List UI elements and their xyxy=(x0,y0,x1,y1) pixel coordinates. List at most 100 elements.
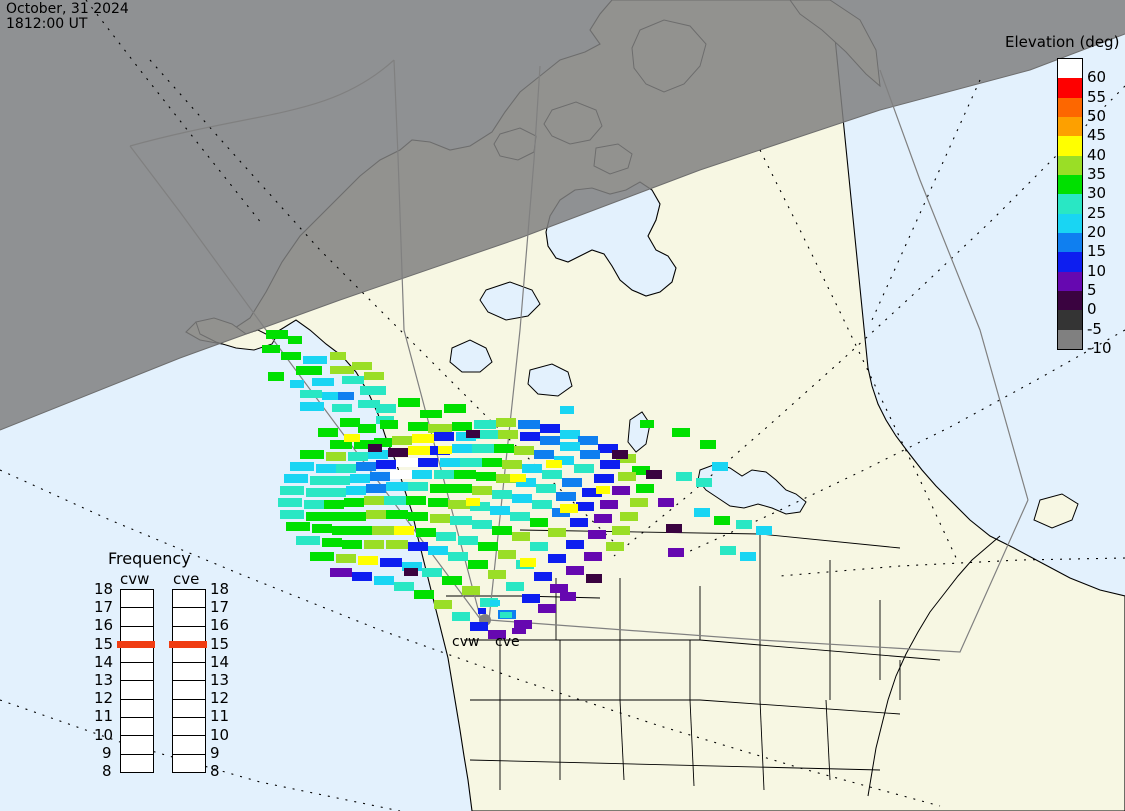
frequency-bar-cvw[interactable] xyxy=(120,589,154,773)
frequency-tick-label: 12 xyxy=(94,689,114,708)
colorbar-swatch xyxy=(1058,59,1082,79)
backscatter-cell xyxy=(470,622,488,631)
backscatter-cell xyxy=(322,392,340,400)
backscatter-cell xyxy=(352,362,372,370)
colorbar-tick: 5 xyxy=(1087,281,1097,299)
backscatter-cell xyxy=(286,522,310,531)
backscatter-cell xyxy=(756,526,772,535)
backscatter-cell xyxy=(482,458,502,467)
backscatter-cell xyxy=(330,476,350,485)
backscatter-cell xyxy=(338,392,354,400)
backscatter-cell xyxy=(296,536,320,545)
backscatter-cell xyxy=(562,478,582,487)
backscatter-cell xyxy=(422,568,442,577)
backscatter-cell xyxy=(494,444,514,453)
colorbar-swatch xyxy=(1058,271,1082,291)
backscatter-cell xyxy=(502,460,522,469)
backscatter-cell xyxy=(596,486,610,494)
backscatter-cell xyxy=(612,486,630,495)
backscatter-cell xyxy=(506,582,524,591)
backscatter-cell xyxy=(512,628,526,634)
backscatter-cell xyxy=(514,446,534,455)
backscatter-cell xyxy=(490,506,510,515)
backscatter-cell xyxy=(374,576,394,585)
backscatter-cell xyxy=(560,504,578,513)
backscatter-cell xyxy=(630,498,648,507)
backscatter-cell xyxy=(281,352,301,360)
backscatter-cell xyxy=(530,518,548,527)
backscatter-cell xyxy=(290,380,304,388)
datetime-header: October, 31 2024 1812:00 UT xyxy=(6,2,129,32)
colorbar-tick: 0 xyxy=(1087,300,1097,319)
frequency-tick-label: 14 xyxy=(94,652,114,671)
nova-scotia xyxy=(1033,493,1079,529)
backscatter-cell xyxy=(394,582,414,591)
colorbar-swatch xyxy=(1058,116,1082,137)
backscatter-cell xyxy=(376,404,396,413)
backscatter-cell xyxy=(408,422,428,431)
backscatter-cell xyxy=(496,474,516,483)
great-bear-lake xyxy=(449,339,493,373)
backscatter-cell xyxy=(350,474,370,483)
colorbar-tick: 60 xyxy=(1087,68,1107,87)
backscatter-cell xyxy=(342,376,364,384)
frequency-cell xyxy=(121,736,153,755)
backscatter-cell xyxy=(540,424,560,433)
backscatter-cell xyxy=(548,528,566,537)
site-label-cve: cve xyxy=(495,634,520,650)
backscatter-cell xyxy=(516,478,536,487)
backscatter-cell xyxy=(676,472,692,481)
frequency-cell xyxy=(173,645,205,664)
frequency-cell xyxy=(173,590,205,609)
frequency-cell xyxy=(121,590,153,609)
backscatter-cell xyxy=(398,398,420,407)
backscatter-cell xyxy=(358,400,380,408)
backscatter-cell xyxy=(666,524,682,533)
frequency-bar-cve[interactable] xyxy=(172,589,206,773)
backscatter-cell xyxy=(576,502,594,511)
backscatter-cell xyxy=(442,576,462,585)
colorbar-tick: -5 xyxy=(1087,319,1102,338)
frequency-tick-label: 18 xyxy=(210,580,230,598)
backscatter-cell xyxy=(364,540,384,549)
backscatter-cell xyxy=(712,462,728,471)
frequency-cell xyxy=(121,608,153,627)
backscatter-cell xyxy=(280,510,304,519)
backscatter-cell xyxy=(578,436,598,445)
backscatter-cell xyxy=(476,472,496,481)
backscatter-cell xyxy=(522,594,540,603)
backscatter-cell xyxy=(330,366,354,374)
colorbar-swatch xyxy=(1058,97,1082,117)
backscatter-cell xyxy=(306,512,326,521)
backscatter-cell xyxy=(582,488,602,497)
backscatter-cell xyxy=(542,470,562,479)
backscatter-cell xyxy=(534,572,552,581)
frequency-marker-cvw xyxy=(117,640,155,648)
colorbar-swatches xyxy=(1057,58,1083,350)
backscatter-cell xyxy=(380,420,398,429)
frequency-tick-label: 16 xyxy=(94,616,114,635)
frequency-cell xyxy=(173,681,205,700)
backscatter-cell xyxy=(310,552,334,561)
backscatter-cell xyxy=(736,520,752,529)
colorbar-tick: 40 xyxy=(1087,145,1107,164)
backscatter-cell xyxy=(396,458,418,467)
backscatter-cell xyxy=(296,366,322,375)
backscatter-cell xyxy=(330,352,346,360)
backscatter-cell xyxy=(588,530,606,539)
backscatter-cell xyxy=(448,500,470,509)
backscatter-cell xyxy=(454,470,476,479)
east-coast-detail xyxy=(867,535,1001,797)
backscatter-cell xyxy=(584,552,602,561)
backscatter-cell xyxy=(538,604,556,613)
backscatter-cell xyxy=(326,452,346,461)
backscatter-cell xyxy=(306,488,326,497)
backscatter-cell xyxy=(412,470,432,479)
backscatter-cell xyxy=(520,432,540,441)
site-label-cvw: cvw xyxy=(452,634,480,650)
frequency-cell xyxy=(173,608,205,627)
colorbar-swatch xyxy=(1058,136,1082,156)
backscatter-cell xyxy=(364,496,384,505)
backscatter-cell xyxy=(380,558,402,567)
